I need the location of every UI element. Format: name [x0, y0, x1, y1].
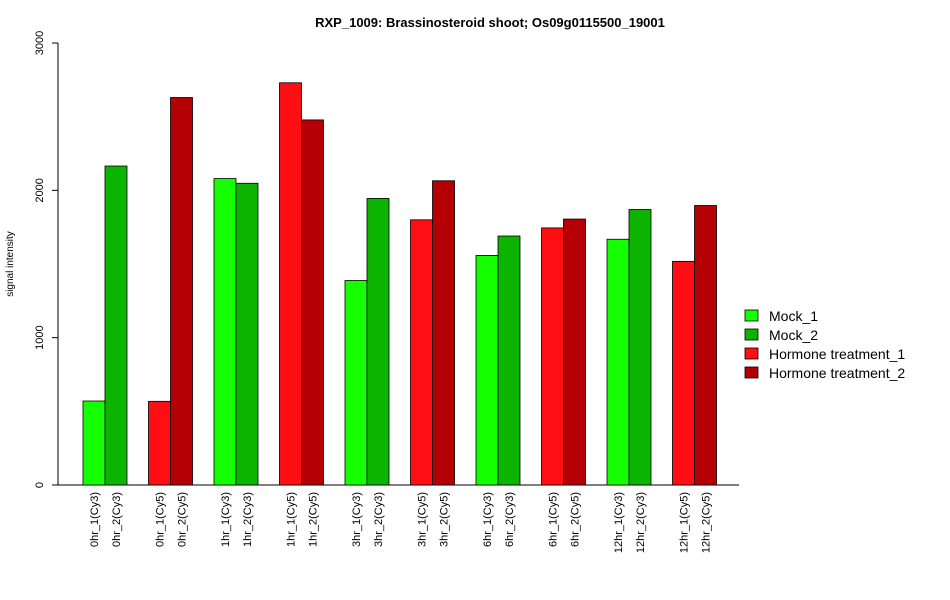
x-tick-label: 3hr_2(Cy3) — [373, 492, 385, 547]
legend-label: Hormone treatment_1 — [769, 346, 905, 362]
y-tick-label: 3000 — [34, 31, 46, 55]
bar — [170, 97, 193, 486]
bar — [563, 218, 586, 486]
bar — [82, 400, 106, 486]
x-tick-label: 1hr_2(Cy3) — [242, 492, 254, 547]
legend-swatch — [744, 309, 759, 322]
x-tick-label: 6hr_1(Cy3) — [482, 492, 494, 547]
bar — [606, 238, 630, 486]
x-tick-label: 1hr_1(Cy3) — [220, 492, 232, 547]
x-tick-label: 1hr_2(Cy5) — [308, 492, 320, 547]
bar — [432, 180, 455, 486]
chart-title: RXP_1009: Brassinosteroid shoot; Os09g01… — [315, 15, 665, 30]
y-tick-label: 2000 — [34, 178, 46, 202]
x-tick-label: 3hr_2(Cy5) — [439, 492, 451, 547]
y-tick-label: 0 — [34, 482, 46, 488]
legend-label: Mock_2 — [769, 327, 818, 343]
y-axis-label: signal intensity — [5, 231, 16, 297]
x-tick-label: 0hr_1(Cy3) — [89, 492, 101, 547]
x-tick-label: 3hr_1(Cy3) — [351, 492, 363, 547]
bar — [235, 182, 259, 486]
bar — [213, 178, 237, 486]
bar — [301, 119, 324, 486]
bar — [344, 280, 368, 486]
bar — [541, 227, 564, 486]
x-tick-label: 12hr_2(Cy3) — [635, 492, 647, 553]
bar — [497, 235, 521, 486]
bar — [366, 198, 390, 486]
bar — [694, 205, 717, 486]
x-tick-label: 6hr_2(Cy3) — [504, 492, 516, 547]
y-axis: 0 1000 2000 3000 — [34, 31, 59, 488]
bar — [628, 209, 652, 486]
x-tick-label: 0hr_1(Cy5) — [155, 492, 167, 547]
x-tick-label: 0hr_2(Cy5) — [177, 492, 189, 547]
bar — [104, 165, 128, 486]
bar — [148, 400, 171, 486]
bar — [279, 82, 302, 486]
x-tick-label: 0hr_2(Cy3) — [111, 492, 123, 547]
x-tick-label: 3hr_1(Cy5) — [417, 492, 429, 547]
legend-label: Hormone treatment_2 — [769, 365, 905, 381]
x-tick-labels: 0hr_1(Cy3) 0hr_2(Cy3) 0hr_1(Cy5) 0hr_2(Cy5)… — [89, 492, 713, 553]
x-tick-label: 12hr_1(Cy5) — [679, 492, 691, 553]
bars-group — [82, 82, 717, 486]
bar — [410, 219, 433, 486]
x-tick-label: 12hr_1(Cy3) — [613, 492, 625, 553]
x-tick-label: 12hr_2(Cy5) — [701, 492, 713, 553]
legend-swatch — [744, 347, 759, 360]
bar — [672, 260, 695, 486]
legend: Mock_1 Mock_2 Hormone treatment_1 Hormone t… — [744, 308, 905, 381]
bar — [475, 255, 499, 486]
x-tick-label: 6hr_1(Cy5) — [548, 492, 560, 547]
x-tick-label: 1hr_1(Cy5) — [286, 492, 298, 547]
legend-swatch — [744, 328, 759, 341]
x-tick-label: 6hr_2(Cy5) — [570, 492, 582, 547]
legend-label: Mock_1 — [769, 308, 818, 324]
legend-swatch — [744, 366, 759, 379]
y-tick-label: 1000 — [34, 325, 46, 349]
